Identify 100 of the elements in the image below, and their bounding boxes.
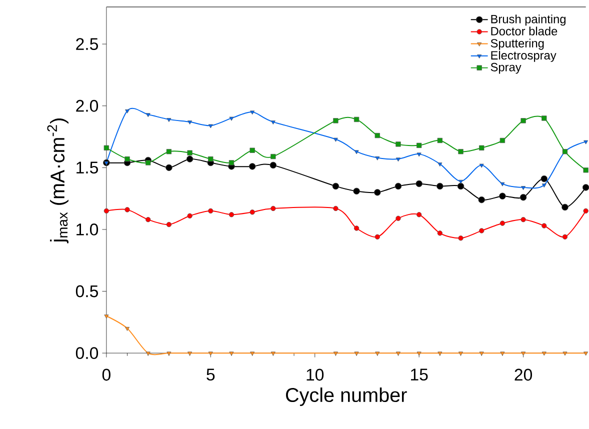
point: [416, 212, 422, 218]
point: [104, 145, 110, 151]
point: [166, 164, 172, 172]
point: [125, 110, 130, 114]
y-tick-label: 1.0: [76, 224, 98, 236]
point: [438, 352, 442, 356]
point: [250, 148, 255, 154]
point: [146, 113, 150, 118]
point: [125, 327, 130, 332]
point: [375, 352, 380, 356]
point: [540, 176, 548, 182]
point: [499, 192, 506, 200]
point: [437, 138, 442, 144]
legend-label: Sputtering: [490, 38, 544, 50]
point: [187, 150, 192, 156]
point: [562, 234, 568, 240]
point: [479, 164, 484, 168]
point: [166, 352, 172, 356]
point: [354, 352, 359, 356]
point: [436, 182, 444, 190]
point: [458, 149, 464, 154]
point: [479, 145, 484, 151]
point: [416, 142, 422, 148]
point: [478, 196, 485, 204]
point: [229, 116, 234, 121]
y-tick-label: 1.5: [76, 162, 98, 174]
point: [186, 156, 194, 163]
point: [438, 162, 442, 167]
point: [520, 194, 527, 201]
point: [270, 154, 276, 160]
point: [250, 210, 255, 215]
legend-label: Doctor blade: [491, 26, 558, 36]
point: [521, 186, 526, 190]
point: [270, 120, 276, 125]
point: [354, 226, 360, 231]
point: [333, 118, 338, 124]
point: [146, 217, 151, 222]
point: [479, 352, 484, 356]
point: [166, 149, 172, 154]
point: [583, 168, 588, 173]
point: [332, 182, 340, 190]
point: [394, 182, 402, 190]
point: [396, 142, 401, 147]
point: [521, 352, 526, 356]
y-tick-label: 0.5: [76, 285, 98, 298]
point: [250, 110, 255, 115]
legend-label: Electrospray: [491, 50, 556, 62]
point: [458, 352, 464, 356]
legend-label: Spray: [490, 63, 522, 74]
point: [228, 160, 234, 166]
x-tick-label: 20: [514, 368, 532, 381]
point: [250, 352, 255, 356]
point: [584, 352, 588, 356]
point: [353, 188, 360, 195]
point: [166, 222, 172, 228]
point: [479, 228, 484, 234]
point: [396, 352, 400, 356]
point: [124, 156, 130, 162]
point: [354, 150, 359, 154]
x-tick-label: 10: [306, 368, 324, 381]
point: [104, 208, 110, 214]
point: [187, 213, 192, 219]
point: [562, 204, 568, 211]
point: [208, 208, 214, 214]
point: [208, 156, 214, 162]
point: [374, 234, 380, 240]
point: [458, 180, 464, 184]
x-tick-label: 15: [411, 368, 428, 381]
point: [542, 352, 546, 356]
point: [457, 182, 464, 190]
point: [583, 208, 588, 214]
x-tick-label: 0: [102, 368, 110, 381]
point: [146, 160, 151, 166]
point: [542, 116, 547, 121]
point: [374, 189, 381, 196]
point: [188, 120, 192, 125]
point: [146, 352, 150, 356]
point: [375, 156, 380, 161]
point: [584, 140, 588, 144]
point: [416, 152, 422, 157]
legend-label: Brush painting: [491, 14, 566, 26]
point: [396, 158, 400, 162]
point: [458, 236, 464, 241]
y-tick-label: 2.0: [76, 100, 98, 112]
point: [562, 352, 568, 356]
x-axis-title: Cycle number: [286, 388, 407, 406]
point: [333, 138, 338, 142]
point: [500, 352, 505, 356]
y-tick-label: 0.0: [76, 347, 98, 360]
point: [104, 314, 109, 319]
point: [208, 352, 213, 356]
point: [500, 182, 505, 186]
point: [208, 124, 213, 128]
point: [229, 352, 234, 356]
point: [228, 212, 234, 218]
point: [500, 220, 506, 226]
point: [124, 207, 130, 212]
y-axis-title: j$_{max}$ (mA·cm$^{-2}$): [47, 118, 68, 244]
point: [333, 352, 338, 356]
point: [270, 206, 276, 212]
